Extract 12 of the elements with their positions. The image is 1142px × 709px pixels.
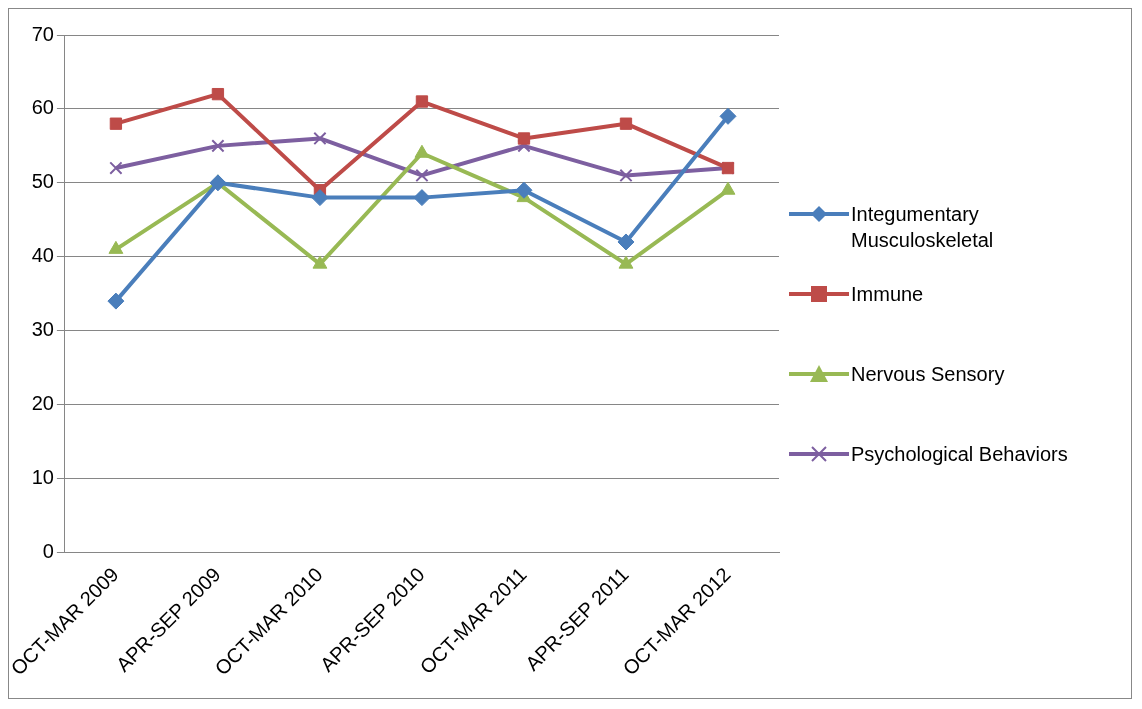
- y-tick-label: 70: [31, 22, 54, 45]
- y-tick-label: 0: [42, 539, 54, 562]
- y-tick-label: 10: [31, 466, 54, 489]
- y-tick-label: 30: [31, 318, 54, 341]
- legend-label: Integumentary Musculoskeletal: [851, 202, 995, 253]
- legend-label: Nervous Sensory: [851, 362, 1005, 387]
- legend-label: Psychological Behaviors: [851, 442, 1068, 467]
- y-tick-label: 40: [31, 244, 54, 267]
- y-tick-label: 20: [31, 392, 54, 415]
- y-tick-label: 60: [31, 96, 54, 119]
- y-tick-label: 50: [31, 170, 54, 193]
- legend-label: Immune: [851, 282, 924, 307]
